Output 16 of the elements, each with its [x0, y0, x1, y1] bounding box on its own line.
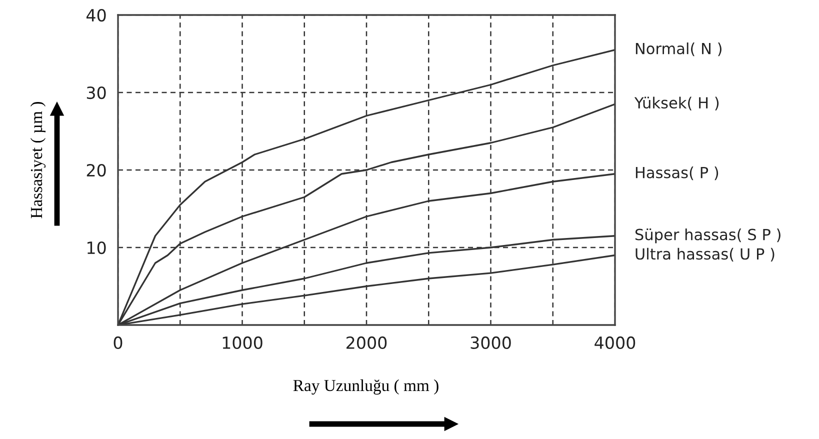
y-tick-label: 30 — [86, 86, 106, 100]
x-tick-label: 4000 — [594, 336, 636, 350]
series-label: Süper hassas( S P ) — [635, 228, 780, 244]
x-tick-label: 3000 — [470, 336, 511, 350]
series-label: Yüksek( H ) — [634, 96, 719, 110]
x-tick-label: 1000 — [222, 336, 262, 350]
x-axis-title: Ray Uzunluğu ( mm ) — [293, 379, 438, 395]
series-label: Hassas( P ) — [636, 166, 718, 180]
x-tick-label: 0 — [114, 336, 122, 350]
y-tick-label: 20 — [86, 164, 106, 177]
y-tick-label: 10 — [88, 241, 106, 254]
y-tick-label: 40 — [86, 8, 106, 22]
x-tick-label: 2000 — [346, 336, 387, 350]
series-label: Ultra hassas( U P ) — [636, 248, 774, 262]
series-label: Normal( N ) — [636, 42, 722, 56]
y-axis-title: Hassasiyet ( µm ) — [30, 102, 46, 218]
